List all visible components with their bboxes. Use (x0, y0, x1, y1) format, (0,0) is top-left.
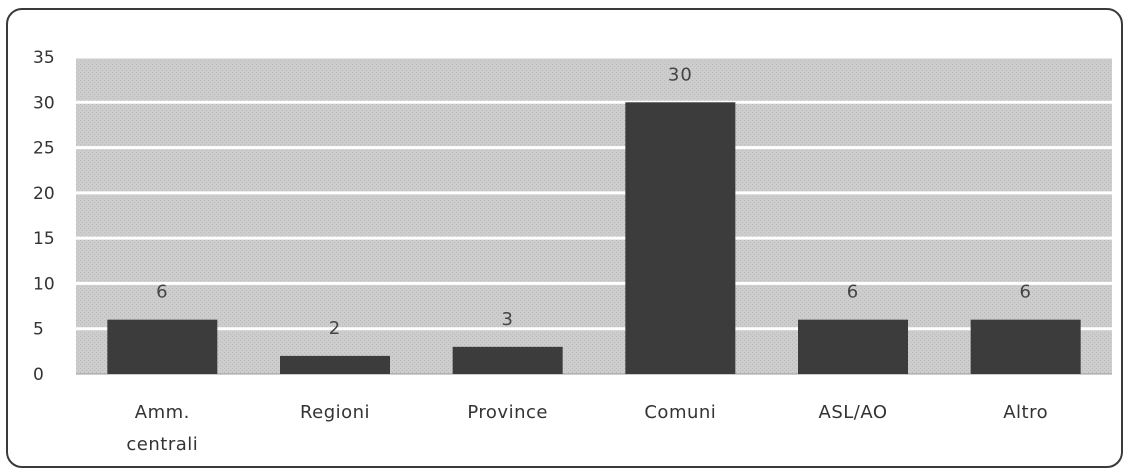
data-label: 6 (1019, 282, 1031, 303)
data-label: 30 (668, 64, 693, 85)
data-label: 6 (156, 282, 168, 303)
bar-regioni (280, 356, 390, 374)
x-tick-label: Province (467, 402, 548, 423)
x-tick-label: Regioni (300, 402, 370, 423)
x-tick-label: ASL/AO (819, 402, 888, 423)
x-tick-label: Amm. (135, 402, 190, 423)
data-label: 6 (847, 282, 859, 303)
y-tick-label: 5 (33, 320, 44, 340)
bar-altro (971, 320, 1081, 374)
y-tick-label: 35 (33, 48, 55, 68)
bar-asl-ao (798, 320, 908, 374)
data-label: 3 (501, 309, 513, 330)
y-tick-label: 10 (33, 274, 55, 294)
x-axis: Amm. centrali Regioni Province Comuni ASL/AO A… (126, 402, 1048, 455)
y-tick-label: 20 (33, 184, 55, 204)
y-tick-label: 25 (33, 139, 55, 159)
y-tick-label: 30 (33, 93, 55, 113)
plot-area (76, 57, 1112, 374)
bar-amm-centrali (107, 320, 217, 374)
bar-province (453, 347, 563, 374)
y-tick-label: 15 (33, 229, 55, 249)
x-tick-label: centrali (126, 434, 198, 455)
bar-comuni (625, 102, 735, 374)
x-tick-label: Altro (1003, 402, 1048, 423)
data-label: 2 (329, 318, 341, 339)
x-tick-label: Comuni (644, 402, 716, 423)
y-tick-label: 0 (33, 365, 44, 385)
